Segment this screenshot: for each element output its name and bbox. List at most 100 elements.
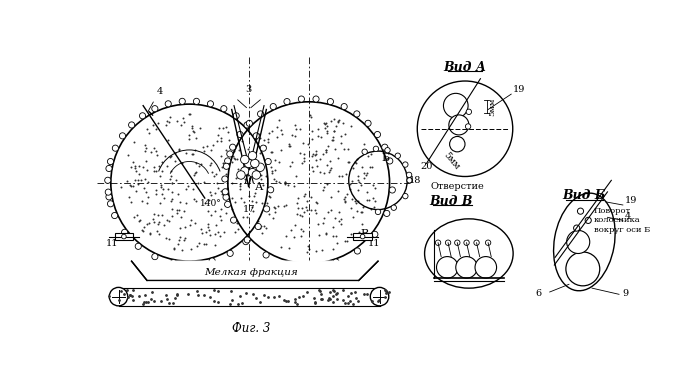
Point <box>156 184 167 190</box>
Point <box>190 135 202 141</box>
Point <box>193 240 204 246</box>
Text: Вид В: Вид В <box>429 195 473 207</box>
Point <box>306 194 317 200</box>
Circle shape <box>263 252 270 258</box>
Point <box>215 138 226 144</box>
Point <box>257 200 268 206</box>
Point <box>170 177 181 184</box>
Point <box>152 228 163 234</box>
Point <box>146 149 157 155</box>
Point <box>181 186 192 192</box>
Point <box>300 204 312 210</box>
Point <box>178 236 190 242</box>
Point <box>221 156 232 162</box>
Point <box>144 220 155 226</box>
Circle shape <box>417 81 512 176</box>
Circle shape <box>389 187 396 193</box>
Point <box>262 139 274 145</box>
Circle shape <box>373 146 379 152</box>
Point <box>365 150 377 157</box>
Circle shape <box>252 171 260 179</box>
Point <box>294 126 305 132</box>
Point <box>220 147 232 153</box>
Point <box>230 156 241 162</box>
Point <box>241 214 252 220</box>
Point <box>176 214 187 220</box>
Text: 20: 20 <box>420 162 433 171</box>
Point <box>357 204 368 210</box>
Point <box>125 183 136 189</box>
Point <box>141 200 153 206</box>
Point <box>357 209 368 215</box>
Circle shape <box>122 234 126 239</box>
Point <box>297 205 308 211</box>
Point <box>314 169 326 175</box>
Circle shape <box>585 217 591 223</box>
Point <box>141 126 153 132</box>
Point <box>338 146 349 152</box>
Point <box>165 198 176 204</box>
Point <box>284 143 295 149</box>
Point <box>334 209 345 215</box>
Point <box>326 207 337 214</box>
Point <box>181 200 192 206</box>
Point <box>310 199 321 205</box>
Point <box>363 197 374 203</box>
Point <box>162 217 173 223</box>
Circle shape <box>474 240 480 245</box>
Point <box>195 125 206 131</box>
Point <box>286 227 297 233</box>
Point <box>161 118 172 124</box>
Circle shape <box>395 153 400 158</box>
Circle shape <box>382 144 388 150</box>
Point <box>190 147 201 153</box>
Point <box>229 146 240 152</box>
Point <box>254 150 265 156</box>
Point <box>217 177 228 183</box>
Point <box>134 171 145 177</box>
Point <box>328 233 339 239</box>
Point <box>265 194 276 200</box>
Circle shape <box>244 122 250 128</box>
Text: 5мм: 5мм <box>489 97 497 116</box>
Point <box>338 195 349 201</box>
Point <box>174 207 185 213</box>
Point <box>272 134 283 140</box>
Circle shape <box>402 162 408 167</box>
Point <box>302 207 313 213</box>
Text: Вид А: Вид А <box>444 61 486 74</box>
Point <box>167 188 178 195</box>
Point <box>229 145 240 151</box>
Point <box>321 123 332 129</box>
Point <box>178 119 190 125</box>
Point <box>276 127 287 133</box>
Point <box>368 204 379 211</box>
Point <box>320 125 331 131</box>
Circle shape <box>354 111 360 117</box>
Point <box>140 158 151 164</box>
Point <box>286 159 297 165</box>
Point <box>238 199 249 205</box>
Circle shape <box>109 287 127 306</box>
Point <box>249 137 260 143</box>
Point <box>209 190 220 196</box>
Point <box>229 148 240 154</box>
Point <box>206 160 217 166</box>
Point <box>361 170 372 176</box>
Circle shape <box>284 98 290 104</box>
Point <box>125 182 136 188</box>
Point <box>232 166 244 172</box>
Text: 4: 4 <box>624 212 631 221</box>
Point <box>340 131 351 137</box>
Point <box>342 191 353 197</box>
Point <box>200 230 211 236</box>
Text: А: А <box>255 182 262 192</box>
Point <box>358 175 370 181</box>
Point <box>218 125 229 131</box>
Point <box>174 234 186 241</box>
Point <box>190 160 201 166</box>
Point <box>290 173 301 179</box>
Circle shape <box>333 259 339 265</box>
Point <box>332 155 344 161</box>
Text: 11: 11 <box>368 239 380 248</box>
